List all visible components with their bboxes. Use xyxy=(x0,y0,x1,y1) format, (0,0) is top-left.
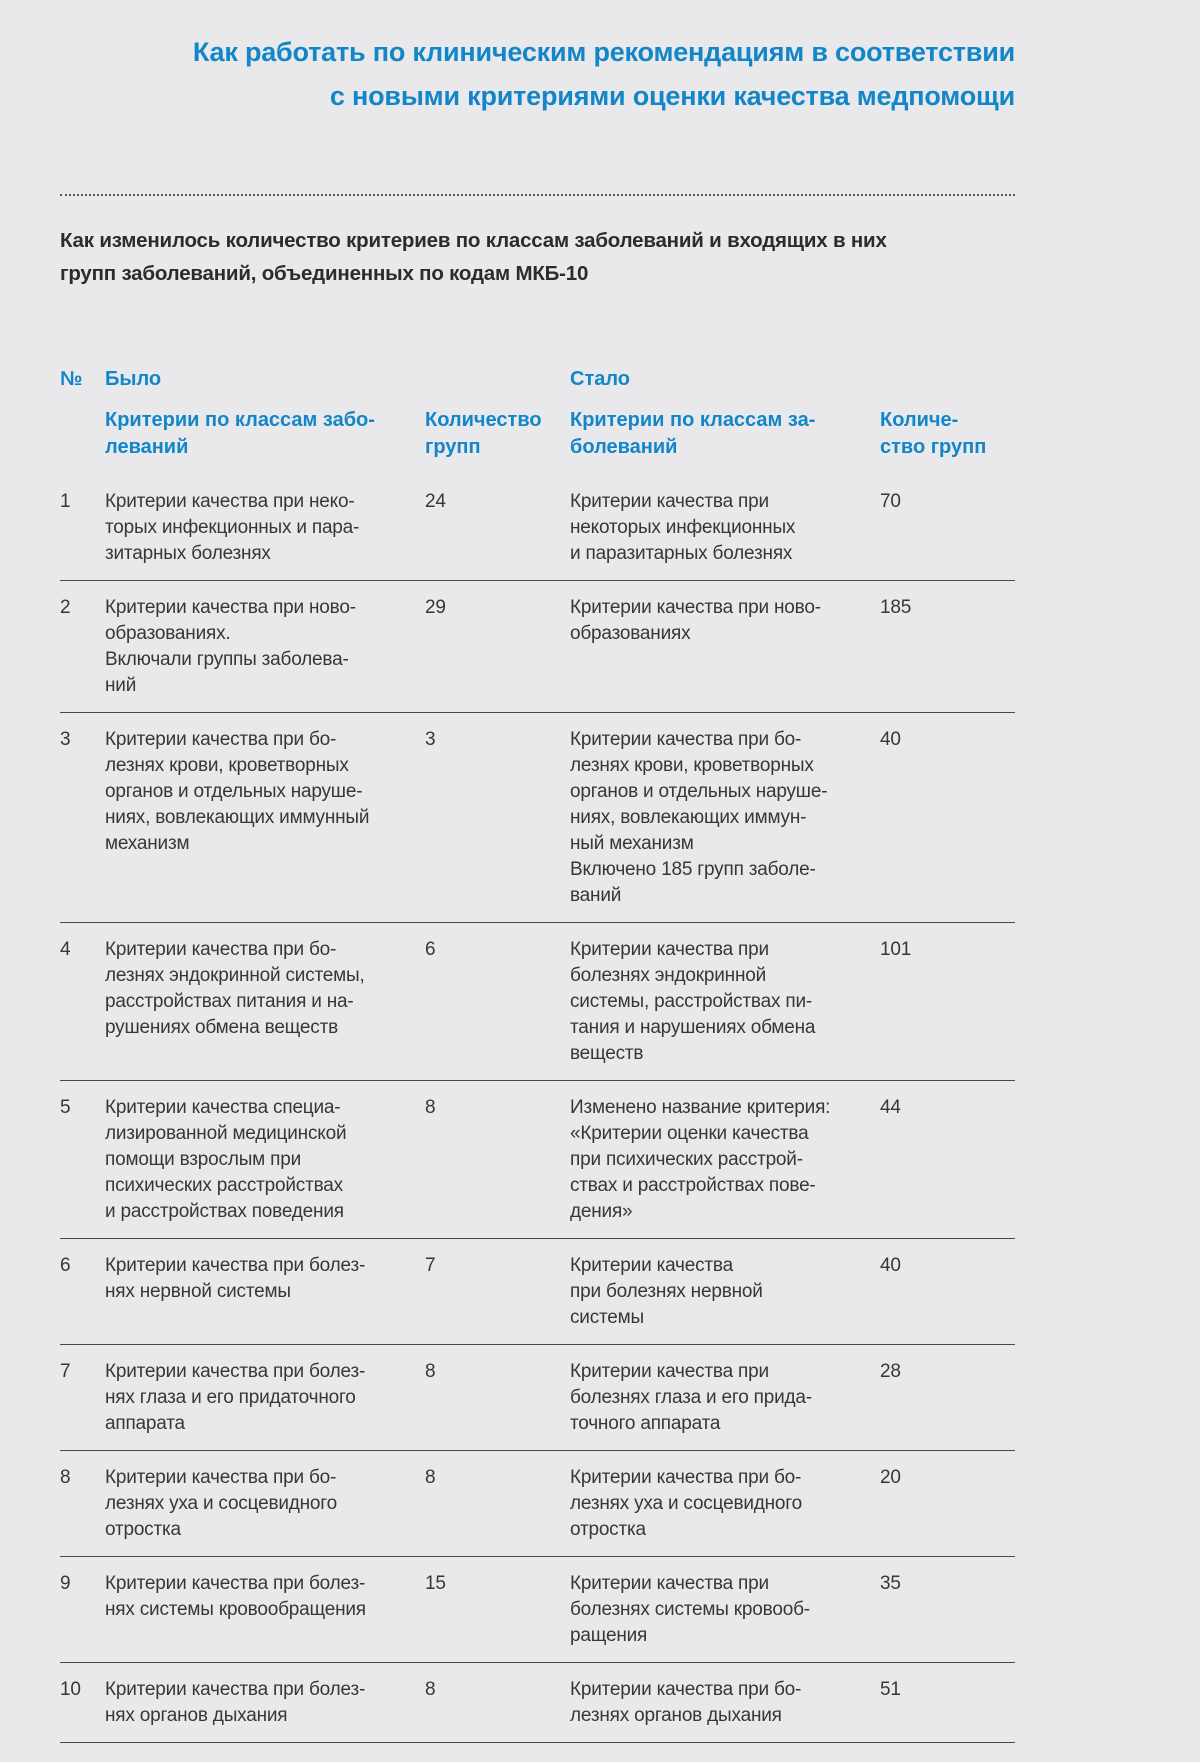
before-criteria-cell: Критерии качества при болез- нях системы… xyxy=(105,1573,366,1620)
dotted-divider xyxy=(60,194,1015,196)
after-criteria-cell: Критерии качества при ново- образованиях xyxy=(570,597,821,644)
before-count-cell: 24 xyxy=(425,491,446,512)
page-title: Как работать по клиническим рекомендация… xyxy=(192,37,1015,111)
before-criteria-cell: Критерии качества при болез- нях органов… xyxy=(105,1679,366,1726)
before-count-cell: 8 xyxy=(425,1467,436,1488)
before-count-cell: 6 xyxy=(425,939,436,960)
row-number: 2 xyxy=(60,597,71,618)
row-number: 1 xyxy=(60,491,71,512)
after-criteria-cell: Критерии качества при болезнях глаза и е… xyxy=(570,1361,812,1434)
before-criteria-cell: Критерии качества при бо- лезнях крови, … xyxy=(105,729,370,854)
column-header-before-criteria: Критерии по классам забо- леваний xyxy=(105,409,375,458)
after-criteria-cell: Критерии качества при некоторых инфекцио… xyxy=(570,491,796,564)
row-number: 9 xyxy=(60,1573,71,1594)
before-count-cell: 15 xyxy=(425,1573,446,1594)
table-row: 8 Критерии качества при бо- лезнях уха и… xyxy=(60,1451,1015,1557)
after-count-cell: 185 xyxy=(880,597,912,618)
after-criteria-cell: Критерии качества при бо- лезнях органов… xyxy=(570,1679,802,1726)
column-header-after-criteria: Критерии по классам за- болеваний xyxy=(570,409,816,458)
table-body: 1 Критерии качества при неко- торых инфе… xyxy=(60,475,1015,1743)
column-header-before-count: Количество групп xyxy=(425,409,542,458)
row-number: 10 xyxy=(60,1679,81,1700)
after-count-cell: 40 xyxy=(880,729,901,750)
after-count-cell: 70 xyxy=(880,491,901,512)
table-row: 2 Критерии качества при ново- образовани… xyxy=(60,581,1015,713)
after-criteria-cell: Изменено название критерия: «Критерии оц… xyxy=(570,1097,831,1222)
after-criteria-cell: Критерии качества при болезнях нервной с… xyxy=(570,1255,763,1328)
criteria-comparison-table: № Было Стало Критерии по классам забо- л… xyxy=(60,366,1015,1743)
table-row: 4 Критерии качества при бо- лезнях эндок… xyxy=(60,923,1015,1081)
column-header-spacer xyxy=(60,407,105,461)
after-count-cell: 40 xyxy=(880,1255,901,1276)
before-criteria-cell: Критерии качества при неко- торых инфекц… xyxy=(105,491,360,564)
column-group-after: Стало xyxy=(570,368,631,390)
table-row: 5 Критерии качества специа- лизированной… xyxy=(60,1081,1015,1239)
before-count-cell: 29 xyxy=(425,597,446,618)
before-count-cell: 7 xyxy=(425,1255,436,1276)
before-criteria-cell: Критерии качества при ново- образованиях… xyxy=(105,597,356,696)
after-count-cell: 20 xyxy=(880,1467,901,1488)
after-criteria-cell: Критерии качества при бо- лезнях крови, … xyxy=(570,729,828,906)
after-count-cell: 44 xyxy=(880,1097,901,1118)
after-count-cell: 35 xyxy=(880,1573,901,1594)
before-criteria-cell: Критерии качества при болез- нях глаза и… xyxy=(105,1361,366,1434)
before-criteria-cell: Критерии качества специа- лизированной м… xyxy=(105,1097,347,1222)
after-count-cell: 28 xyxy=(880,1361,901,1382)
before-count-cell: 3 xyxy=(425,729,436,750)
after-criteria-cell: Критерии качества при болезнях системы к… xyxy=(570,1573,810,1646)
row-number: 5 xyxy=(60,1097,71,1118)
before-criteria-cell: Критерии качества при болез- нях нервной… xyxy=(105,1255,366,1302)
column-header-number: № xyxy=(60,368,83,390)
before-criteria-cell: Критерии качества при бо- лезнях эндокри… xyxy=(105,939,365,1038)
column-header-after-count: Количе- ство групп xyxy=(880,409,987,458)
after-count-cell: 51 xyxy=(880,1679,901,1700)
table-row: 7 Критерии качества при болез- нях глаза… xyxy=(60,1345,1015,1451)
row-number: 3 xyxy=(60,729,71,750)
before-count-cell: 8 xyxy=(425,1679,436,1700)
before-count-cell: 8 xyxy=(425,1097,436,1118)
after-criteria-cell: Критерии качества при бо- лезнях уха и с… xyxy=(570,1467,802,1540)
row-number: 4 xyxy=(60,939,71,960)
table-row: 6 Критерии качества при болез- нях нервн… xyxy=(60,1239,1015,1345)
after-criteria-cell: Критерии качества при болезнях эндокринн… xyxy=(570,939,816,1064)
table-row: 3 Критерии качества при бо- лезнях крови… xyxy=(60,713,1015,923)
before-count-cell: 8 xyxy=(425,1361,436,1382)
table-row: 1 Критерии качества при неко- торых инфе… xyxy=(60,475,1015,581)
row-number: 6 xyxy=(60,1255,71,1276)
before-criteria-cell: Критерии качества при бо- лезнях уха и с… xyxy=(105,1467,337,1540)
section-heading: Как изменилось количество критериев по к… xyxy=(60,229,887,285)
row-number: 8 xyxy=(60,1467,71,1488)
table-column-header-row: Критерии по классам забо- леваний Количе… xyxy=(60,407,1015,461)
article-page: Как работать по клиническим рекомендация… xyxy=(60,0,1015,1743)
table-group-header-row: № Было Стало xyxy=(60,366,1015,393)
row-number: 7 xyxy=(60,1361,71,1382)
after-count-cell: 101 xyxy=(880,939,912,960)
table-row: 10 Критерии качества при болез- нях орга… xyxy=(60,1663,1015,1743)
table-row: 9 Критерии качества при болез- нях систе… xyxy=(60,1557,1015,1663)
column-group-before: Было xyxy=(105,368,162,390)
